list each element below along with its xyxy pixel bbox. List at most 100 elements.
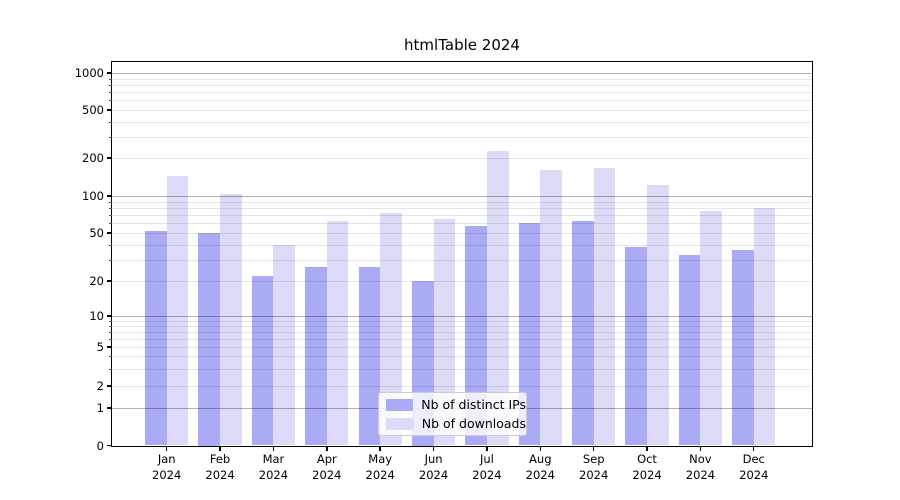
- plot-border: [111, 61, 813, 447]
- y-minor-tick-mark: [109, 331, 112, 333]
- y-tick-label: 1: [96, 401, 104, 415]
- bar-downloads-mar: [273, 244, 296, 446]
- chart-title: htmlTable 2024: [404, 36, 520, 54]
- x-tick-month: Apr: [316, 452, 337, 466]
- bar-downloads-jun: [433, 218, 456, 446]
- x-tick-year: 2024: [632, 467, 662, 482]
- minor-gridline: [112, 386, 812, 387]
- bar-distinct-ips-aug: [518, 223, 541, 446]
- x-tick-label-apr: Apr 2024: [297, 452, 357, 483]
- minor-gridline: [112, 223, 812, 225]
- y-tick-mark: [107, 346, 112, 348]
- y-tick-label: 500: [82, 103, 104, 117]
- minor-gridline: [112, 136, 812, 138]
- y-minor-tick-mark: [109, 100, 112, 102]
- minor-gridline: [112, 110, 812, 111]
- y-tick-label: 1000: [74, 66, 104, 80]
- x-tick-mark: [326, 445, 328, 451]
- minor-gridline: [112, 325, 812, 327]
- x-tick-label-aug: Aug 2024: [510, 452, 570, 483]
- x-tick-year: 2024: [418, 467, 449, 482]
- x-tick-year: 2024: [365, 467, 395, 482]
- legend: Nb of distinct IPs Nb of downloads: [378, 392, 527, 436]
- x-tick-mark: [699, 445, 702, 451]
- legend-swatch-distinct-ips: [386, 398, 414, 411]
- bar-downloads-dec: [753, 207, 776, 446]
- x-tick-label-sep: Sep 2024: [564, 452, 624, 483]
- bar-downloads-apr: [326, 220, 349, 446]
- bar-distinct-ips-oct: [625, 247, 648, 446]
- major-gridline: [112, 316, 812, 317]
- bar-distinct-ips-mar: [251, 276, 274, 446]
- x-tick-month: Aug: [529, 452, 552, 466]
- y-tick-label: 2: [96, 379, 104, 393]
- major-gridline: [112, 73, 812, 74]
- minor-gridline: [112, 244, 812, 246]
- y-tick-mark: [107, 280, 112, 282]
- x-tick-year: 2024: [472, 467, 502, 482]
- x-tick-mark: [753, 445, 755, 451]
- minor-gridline: [112, 215, 812, 217]
- y-minor-tick-mark: [109, 320, 112, 322]
- bar-downloads-nov: [700, 211, 722, 446]
- minor-gridline: [112, 347, 812, 348]
- bar-distinct-ips-jan: [145, 230, 167, 446]
- y-tick-mark: [107, 109, 112, 111]
- x-tick-month: Feb: [209, 452, 231, 466]
- x-tick-mark: [272, 445, 275, 451]
- minor-gridline: [112, 158, 812, 159]
- x-tick-month: Oct: [637, 452, 657, 466]
- x-tick-label-dec: Dec 2024: [724, 452, 784, 483]
- minor-gridline: [112, 100, 812, 102]
- y-minor-tick-mark: [109, 136, 112, 138]
- minor-gridline: [112, 331, 812, 333]
- x-tick-year: 2024: [685, 467, 716, 482]
- y-tick-mark: [107, 407, 112, 409]
- x-tick-label-nov: Nov 2024: [670, 452, 730, 483]
- minor-gridline: [112, 84, 812, 86]
- minor-gridline: [112, 78, 812, 80]
- y-tick-mark: [107, 195, 112, 197]
- y-minor-tick-mark: [109, 259, 112, 261]
- y-tick-mark: [107, 385, 112, 387]
- y-minor-tick-mark: [109, 201, 112, 203]
- x-tick-mark: [539, 445, 541, 451]
- y-tick-mark: [107, 315, 112, 317]
- x-tick-month: Jun: [424, 452, 443, 466]
- minor-gridline: [112, 259, 812, 261]
- x-tick-label-jul: Jul 2024: [457, 452, 517, 483]
- y-minor-tick-mark: [109, 78, 112, 80]
- y-tick-label: 5: [96, 340, 104, 354]
- legend-label-downloads: Nb of downloads: [421, 416, 526, 431]
- y-tick-mark: [107, 232, 112, 234]
- minor-gridline: [112, 201, 812, 203]
- minor-gridline: [112, 320, 812, 322]
- y-minor-tick-mark: [109, 207, 112, 209]
- x-tick-label-jan: Jan 2024: [137, 452, 197, 483]
- bar-distinct-ips-nov: [678, 254, 701, 446]
- bar-distinct-ips-jul: [465, 226, 487, 446]
- y-tick-mark: [107, 72, 112, 74]
- x-tick-year: 2024: [525, 467, 555, 482]
- y-tick-mark: [107, 157, 112, 159]
- legend-label-distinct-ips: Nb of distinct IPs: [421, 397, 526, 412]
- y-minor-tick-mark: [109, 84, 112, 86]
- minor-gridline: [112, 368, 812, 370]
- y-tick-label: 50: [89, 226, 104, 240]
- minor-gridline: [112, 121, 812, 123]
- x-tick-label-may: May 2024: [350, 452, 410, 483]
- y-minor-tick-mark: [109, 338, 112, 340]
- minor-gridline: [112, 92, 812, 94]
- x-tick-year: 2024: [258, 467, 289, 482]
- y-minor-tick-mark: [109, 223, 112, 225]
- bar-distinct-ips-may: [358, 267, 381, 446]
- x-tick-month: Sep: [582, 452, 605, 466]
- x-tick-year: 2024: [205, 467, 235, 482]
- x-tick-month: Nov: [689, 452, 712, 466]
- bar-downloads-oct: [647, 185, 669, 446]
- y-tick-label: 200: [82, 151, 104, 165]
- y-minor-tick-mark: [109, 215, 112, 217]
- y-tick-label: 10: [89, 309, 104, 323]
- x-tick-year: 2024: [312, 467, 342, 482]
- bar-distinct-ips-sep: [572, 220, 594, 446]
